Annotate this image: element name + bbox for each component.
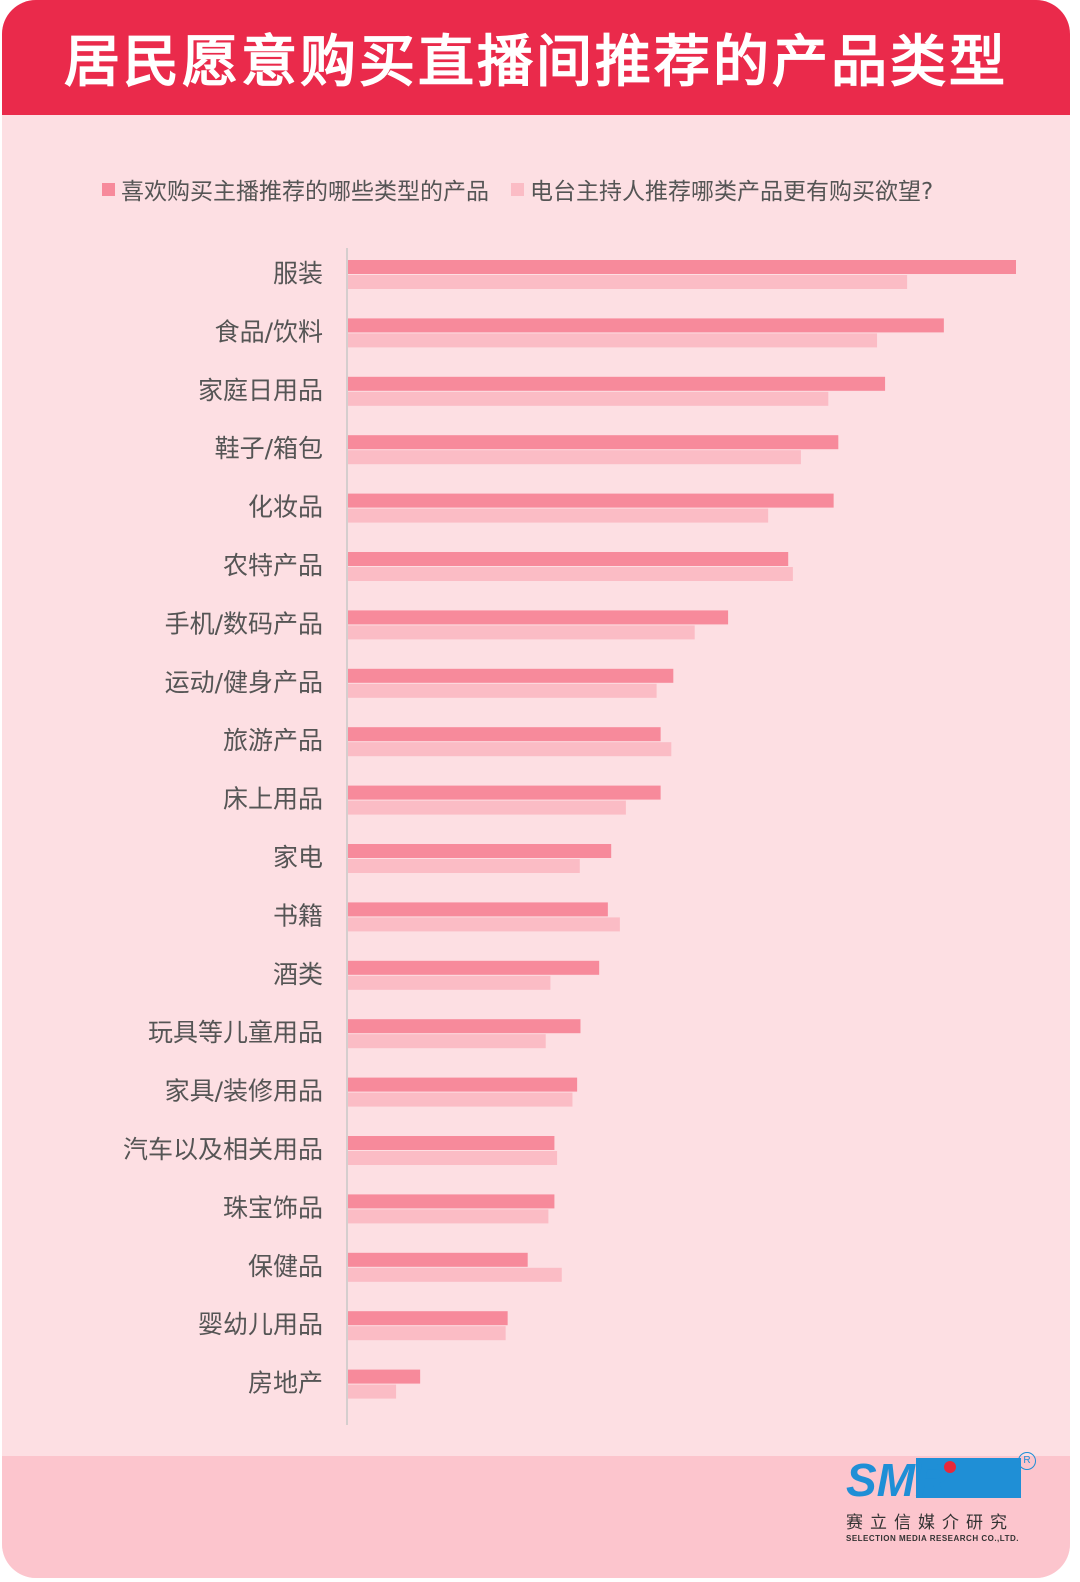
category-label: 手机/数码产品 [165, 609, 323, 638]
bar-series-2 [348, 683, 657, 698]
category-label: 家电 [273, 843, 323, 872]
bar-series-1 [348, 1194, 555, 1209]
bar-series-1 [348, 1369, 421, 1384]
legend-label-series-1: 喜欢购买主播推荐的哪些类型的产品 [121, 179, 489, 205]
bar-series-1 [348, 552, 789, 566]
bar-series-1 [348, 902, 608, 917]
smr-logo-cn-name: 赛立信媒介研究 [846, 1513, 1014, 1533]
bar-series-1 [348, 785, 661, 800]
bar-series-2 [348, 859, 580, 873]
category-label: 运动/健身产品 [165, 668, 323, 697]
bar-series-1 [348, 727, 661, 742]
bar-series-2 [348, 742, 672, 757]
category-label: 旅游产品 [223, 726, 323, 755]
bar-series-1 [348, 376, 886, 391]
registered-mark: R [1018, 1452, 1036, 1470]
bar-series-1 [348, 260, 1016, 274]
bar-series-1 [348, 844, 612, 858]
bar-series-1 [348, 318, 944, 333]
legend-item-series-2: 电台主持人推荐哪类产品更有购买欲望? [511, 172, 933, 206]
bar-series-1 [348, 493, 834, 508]
smr-logo-text: SMR [846, 1456, 948, 1504]
bar-series-2 [348, 1209, 549, 1224]
legend-swatch-series-2 [511, 182, 524, 196]
bar-series-2 [348, 333, 878, 348]
bar-chart: 服装食品/饮料家庭日用品鞋子/箱包化妆品农特产品手机/数码产品运动/健身产品旅游… [123, 248, 1016, 1425]
bar-series-2 [348, 450, 801, 465]
bar-series-1 [348, 1252, 528, 1267]
chart-legend: 喜欢购买主播推荐的哪些类型的产品 电台主持人推荐哪类产品更有购买欲望? [102, 172, 1002, 206]
bar-series-1 [348, 1077, 578, 1092]
smr-logo: SMR R 赛立信媒介研究 SELECTION MEDIA RESEARCH C… [846, 1452, 1036, 1560]
category-label: 床上用品 [223, 785, 323, 814]
category-label: 鞋子/箱包 [215, 434, 323, 463]
category-label: 家庭日用品 [198, 376, 323, 405]
category-label: 农特产品 [223, 551, 323, 580]
bar-series-2 [348, 917, 620, 932]
footer-band: SMR R 赛立信媒介研究 SELECTION MEDIA RESEARCH C… [2, 1452, 1070, 1578]
bar-series-2 [348, 567, 793, 581]
bar-series-1 [348, 960, 600, 975]
legend-swatch-series-1 [102, 182, 115, 196]
legend-item-series-1: 喜欢购买主播推荐的哪些类型的产品 [102, 172, 489, 206]
category-label: 房地产 [248, 1369, 323, 1398]
bar-series-2 [348, 800, 626, 815]
category-label: 珠宝饰品 [223, 1193, 323, 1222]
bar-series-2 [348, 1326, 506, 1341]
bar-series-1 [348, 435, 839, 450]
category-label: 服装 [273, 259, 323, 288]
bar-series-2 [348, 391, 829, 406]
bar-series-2 [348, 275, 908, 289]
category-label: 家具/装修用品 [165, 1077, 323, 1106]
category-label: 食品/饮料 [215, 317, 323, 346]
bar-series-1 [348, 1136, 555, 1150]
category-label: 汽车以及相关用品 [123, 1135, 323, 1164]
page-title: 居民愿意购买直播间推荐的产品类型 [64, 30, 1008, 95]
bar-series-1 [348, 1019, 581, 1034]
bar-series-2 [348, 1267, 562, 1282]
category-label: 化妆品 [248, 493, 323, 522]
title-banner: 居民愿意购买直播间推荐的产品类型 [2, 0, 1070, 115]
bar-series-2 [348, 975, 551, 990]
bar-series-2 [348, 1092, 573, 1107]
bar-series-2 [348, 1151, 558, 1165]
smr-logo-dot [944, 1461, 956, 1473]
bar-series-1 [348, 1311, 508, 1326]
bar-series-2 [348, 1034, 546, 1049]
legend-label-series-2: 电台主持人推荐哪类产品更有购买欲望? [530, 179, 934, 205]
bar-series-1 [348, 610, 729, 625]
smr-logo-en-name: SELECTION MEDIA RESEARCH CO.,LTD. [846, 1534, 1019, 1543]
category-label: 玩具等儿童用品 [148, 1018, 323, 1047]
bar-series-2 [348, 508, 769, 523]
bar-series-2 [348, 1384, 397, 1399]
bar-series-2 [348, 625, 695, 640]
category-label: 保健品 [248, 1252, 323, 1281]
category-label: 酒类 [273, 960, 323, 989]
smr-logo-mark: SMR [846, 1456, 1021, 1504]
category-label: 书籍 [273, 901, 323, 930]
bar-series-1 [348, 668, 674, 683]
category-label: 婴幼儿用品 [198, 1310, 323, 1339]
